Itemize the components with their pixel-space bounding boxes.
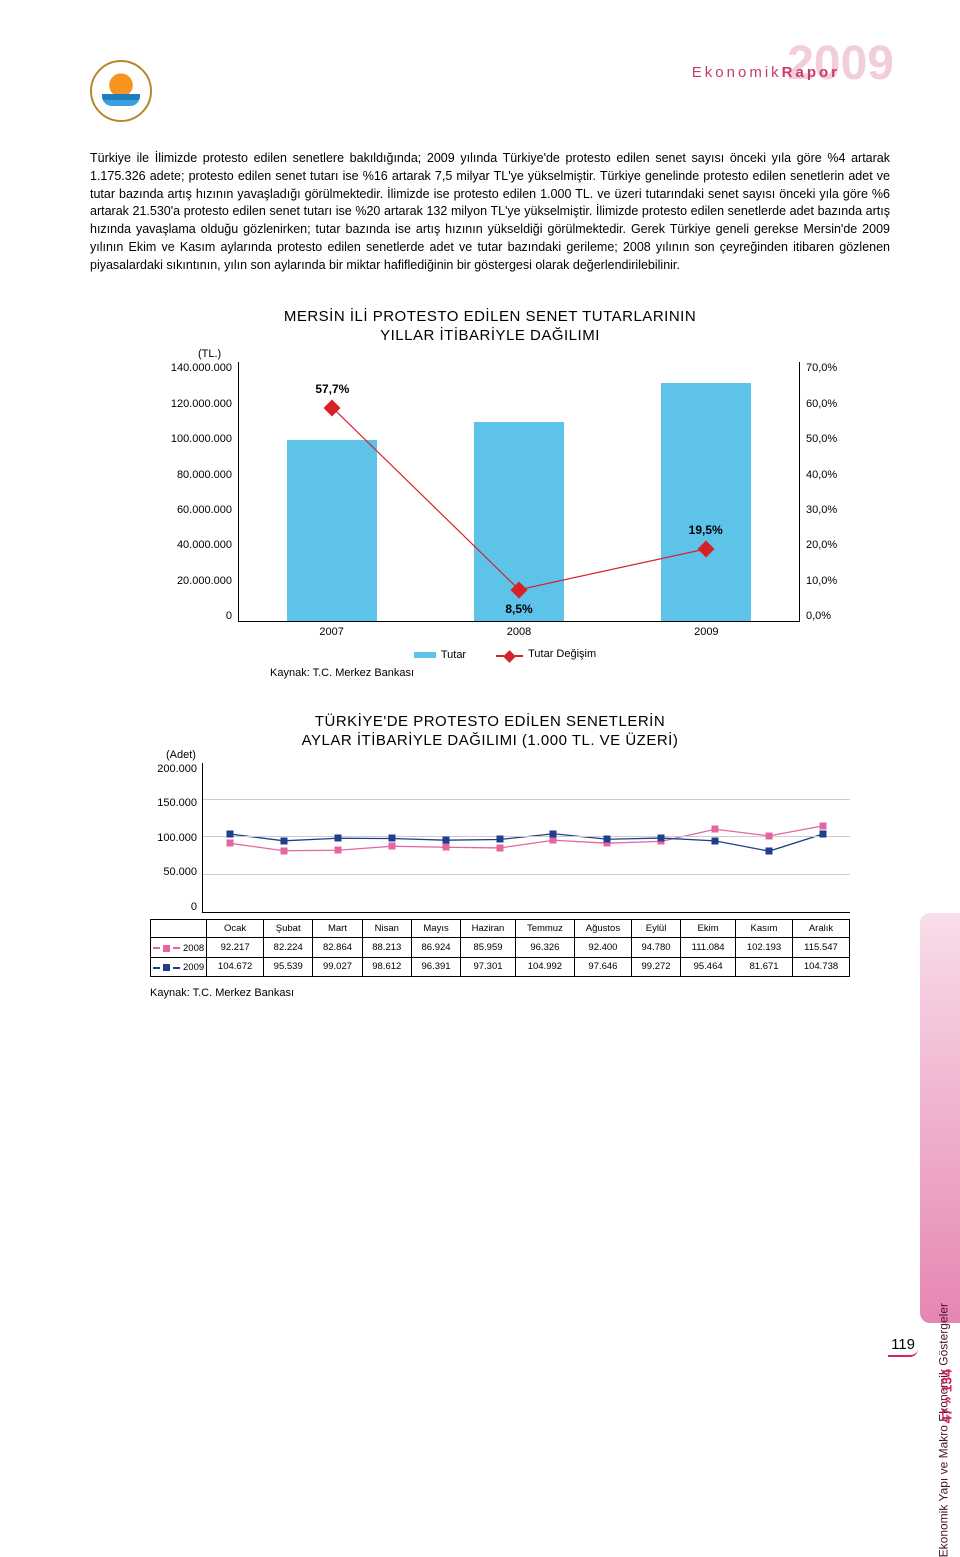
- chart2-title-line1: TÜRKİYE'DE PROTESTO EDİLEN SENETLERİN: [90, 713, 890, 730]
- chart2-marker: [280, 837, 287, 844]
- table-row: 200892.21782.22482.86488.21386.92485.959…: [151, 937, 850, 957]
- chart2-section: TÜRKİYE'DE PROTESTO EDİLEN SENETLERİN AY…: [90, 713, 890, 1000]
- chart2-marker: [334, 847, 341, 854]
- chart2-marker: [820, 830, 827, 837]
- chart2-marker: [766, 847, 773, 854]
- chart2-marker: [388, 843, 395, 850]
- chart1-source: Kaynak: T.C. Merkez Bankası: [270, 667, 850, 679]
- chart1-point-label: 57,7%: [315, 382, 349, 396]
- chart2-marker: [820, 822, 827, 829]
- month-header: Şubat: [264, 919, 313, 937]
- chart2-marker: [280, 847, 287, 854]
- page-header: EkonomikRapor 2009: [90, 60, 890, 122]
- month-header: Haziran: [461, 919, 516, 937]
- chart2-marker: [604, 836, 611, 843]
- month-header: Mayıs: [411, 919, 460, 937]
- body-paragraph: Türkiye ile İlimizde protesto edilen sen…: [90, 150, 890, 274]
- section-side-tab: [920, 913, 960, 1323]
- legend-line: Tutar Değişim: [496, 648, 596, 661]
- chart1-x-axis: 200720082009: [160, 626, 850, 638]
- legend-bar: Tutar: [414, 649, 466, 661]
- chart2-data-table: OcakŞubatMartNisanMayısHaziranTemmuzAğus…: [150, 919, 850, 978]
- chart1-title-line1: MERSİN İLİ PROTESTO EDİLEN SENET TUTARLA…: [90, 308, 890, 325]
- chart2-marker: [226, 830, 233, 837]
- title-light: Ekonomik: [692, 64, 782, 81]
- chart1-point-label: 19,5%: [689, 523, 723, 537]
- month-header: Eylül: [631, 919, 680, 937]
- month-header: Nisan: [362, 919, 411, 937]
- chart2-marker: [550, 830, 557, 837]
- chart2-marker: [658, 834, 665, 841]
- chart1-legend: Tutar Tutar Değişim: [160, 648, 850, 661]
- chart2-marker: [388, 835, 395, 842]
- chart2-unit: (Adet): [166, 749, 196, 761]
- page-number: 119: [888, 1336, 918, 1357]
- chart2-marker: [712, 826, 719, 833]
- mtso-logo-icon: [90, 60, 152, 122]
- chart1-section: MERSİN İLİ PROTESTO EDİLEN SENET TUTARLA…: [90, 308, 890, 679]
- chart1-unit: (TL.): [198, 348, 221, 360]
- chart2-marker: [442, 836, 449, 843]
- chart2-marker: [334, 834, 341, 841]
- month-header: Temmuz: [515, 919, 574, 937]
- chart1-title-line2: YILLAR İTİBARİYLE DAĞILIMI: [90, 327, 890, 344]
- chart2-marker: [226, 840, 233, 847]
- chart2-marker: [442, 844, 449, 851]
- chart2-marker: [712, 837, 719, 844]
- section-page-range: 47 » 134: [938, 1369, 954, 1424]
- month-header: Ağustos: [574, 919, 631, 937]
- section-name: Ekonomik Yapı ve Makro Ekonomik Gösterge…: [936, 1303, 950, 1557]
- month-header: Aralık: [792, 919, 849, 937]
- chart2-title-line2: AYLAR İTİBARİYLE DAĞILIMI (1.000 TL. VE …: [90, 732, 890, 749]
- table-row: 2009104.67295.53999.02798.61296.39197.30…: [151, 957, 850, 977]
- chart1-plot-area: 57,7% 8,5% 19,5%: [238, 362, 800, 622]
- chart2-plot-area: [202, 763, 850, 913]
- chart2-plot: 200.000150.000100.00050.0000: [150, 763, 850, 913]
- month-header: Ekim: [681, 919, 736, 937]
- chart2-source: Kaynak: T.C. Merkez Bankası: [150, 987, 890, 999]
- chart1-point-label: 8,5%: [505, 602, 532, 616]
- chart2-marker: [496, 836, 503, 843]
- title-year: 2009: [787, 36, 894, 91]
- month-header: Kasım: [736, 919, 793, 937]
- month-header: Ocak: [207, 919, 264, 937]
- chart1-y-right: 70,0%60,0%50,0%40,0%30,0%20,0%10,0%0,0%: [800, 362, 850, 622]
- chart2-y-axis: 200.000150.000100.00050.0000: [150, 763, 202, 913]
- report-title: EkonomikRapor 2009: [692, 64, 890, 81]
- chart1-y-left: 140.000.000120.000.000100.000.00080.000.…: [160, 362, 238, 622]
- chart2-marker: [496, 844, 503, 851]
- chart2-marker: [766, 832, 773, 839]
- chart2-marker: [550, 837, 557, 844]
- chart1-plot: 140.000.000120.000.000100.000.00080.000.…: [160, 362, 850, 622]
- month-header: Mart: [313, 919, 362, 937]
